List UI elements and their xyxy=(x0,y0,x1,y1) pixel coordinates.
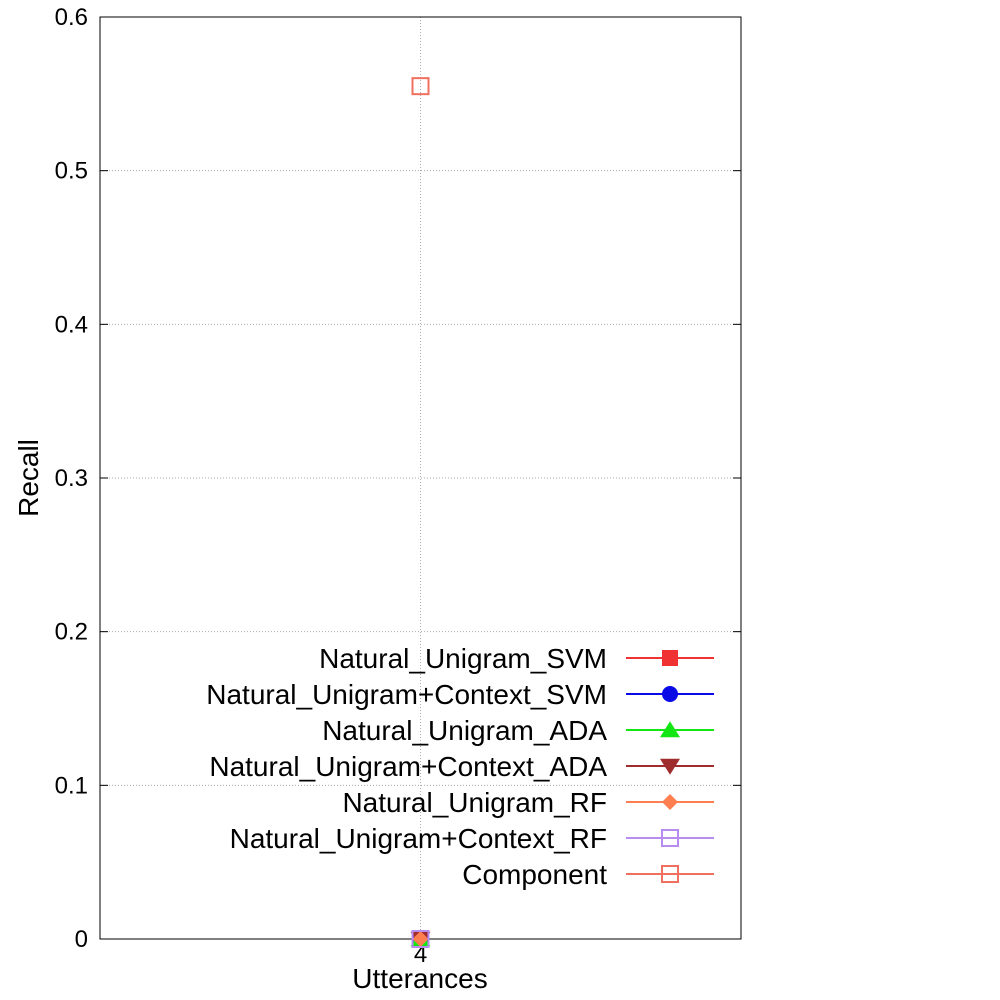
legend-label-natural-unigram-context-rf: Natural_Unigram+Context_RF xyxy=(230,823,607,854)
legend-marker-natural-unigram-ada xyxy=(660,721,680,738)
point-component xyxy=(411,77,430,96)
legend-label-natural-unigram-rf: Natural_Unigram_RF xyxy=(342,787,607,818)
legend-label-component: Component xyxy=(462,859,607,890)
y-axis-ticks: 0 0.1 0.2 0.3 0.4 0.5 0.6 xyxy=(55,4,741,953)
y-tick-label: 0.5 xyxy=(55,158,88,185)
y-tick-label: 0.3 xyxy=(55,465,88,492)
legend-marker-natural-unigram-svm xyxy=(662,650,678,666)
y-tick-label: 0.6 xyxy=(55,4,88,31)
legend-marker-natural-unigram-context-rf xyxy=(661,829,679,847)
data-points xyxy=(410,77,431,948)
y-axis-label: Recall xyxy=(13,439,44,517)
legend-marker-component xyxy=(661,865,679,883)
legend-label-natural-unigram-svm: Natural_Unigram_SVM xyxy=(319,643,607,674)
legend-label-natural-unigram-context-svm: Natural_Unigram+Context_SVM xyxy=(206,679,607,710)
x-axis-label: Utterances xyxy=(352,963,487,994)
legend-marker-natural-unigram-context-ada xyxy=(660,758,680,775)
point-natural-unigram-rf xyxy=(412,931,429,947)
legend-marker-natural-unigram-rf xyxy=(662,794,678,810)
grid-lines xyxy=(100,17,741,939)
y-tick-label: 0.1 xyxy=(55,772,88,799)
legend-marker-natural-unigram-context-svm xyxy=(662,686,678,702)
y-tick-label: 0 xyxy=(75,926,88,953)
legend-label-natural-unigram-ada: Natural_Unigram_ADA xyxy=(322,715,607,746)
y-tick-label: 0.2 xyxy=(55,619,88,646)
legend-label-natural-unigram-context-ada: Natural_Unigram+Context_ADA xyxy=(209,751,607,782)
y-tick-label: 0.4 xyxy=(55,311,88,338)
legend: Natural_Unigram_SVM Natural_Unigram+Conte… xyxy=(206,643,714,890)
point-natural-unigram-context-rf xyxy=(411,930,430,948)
